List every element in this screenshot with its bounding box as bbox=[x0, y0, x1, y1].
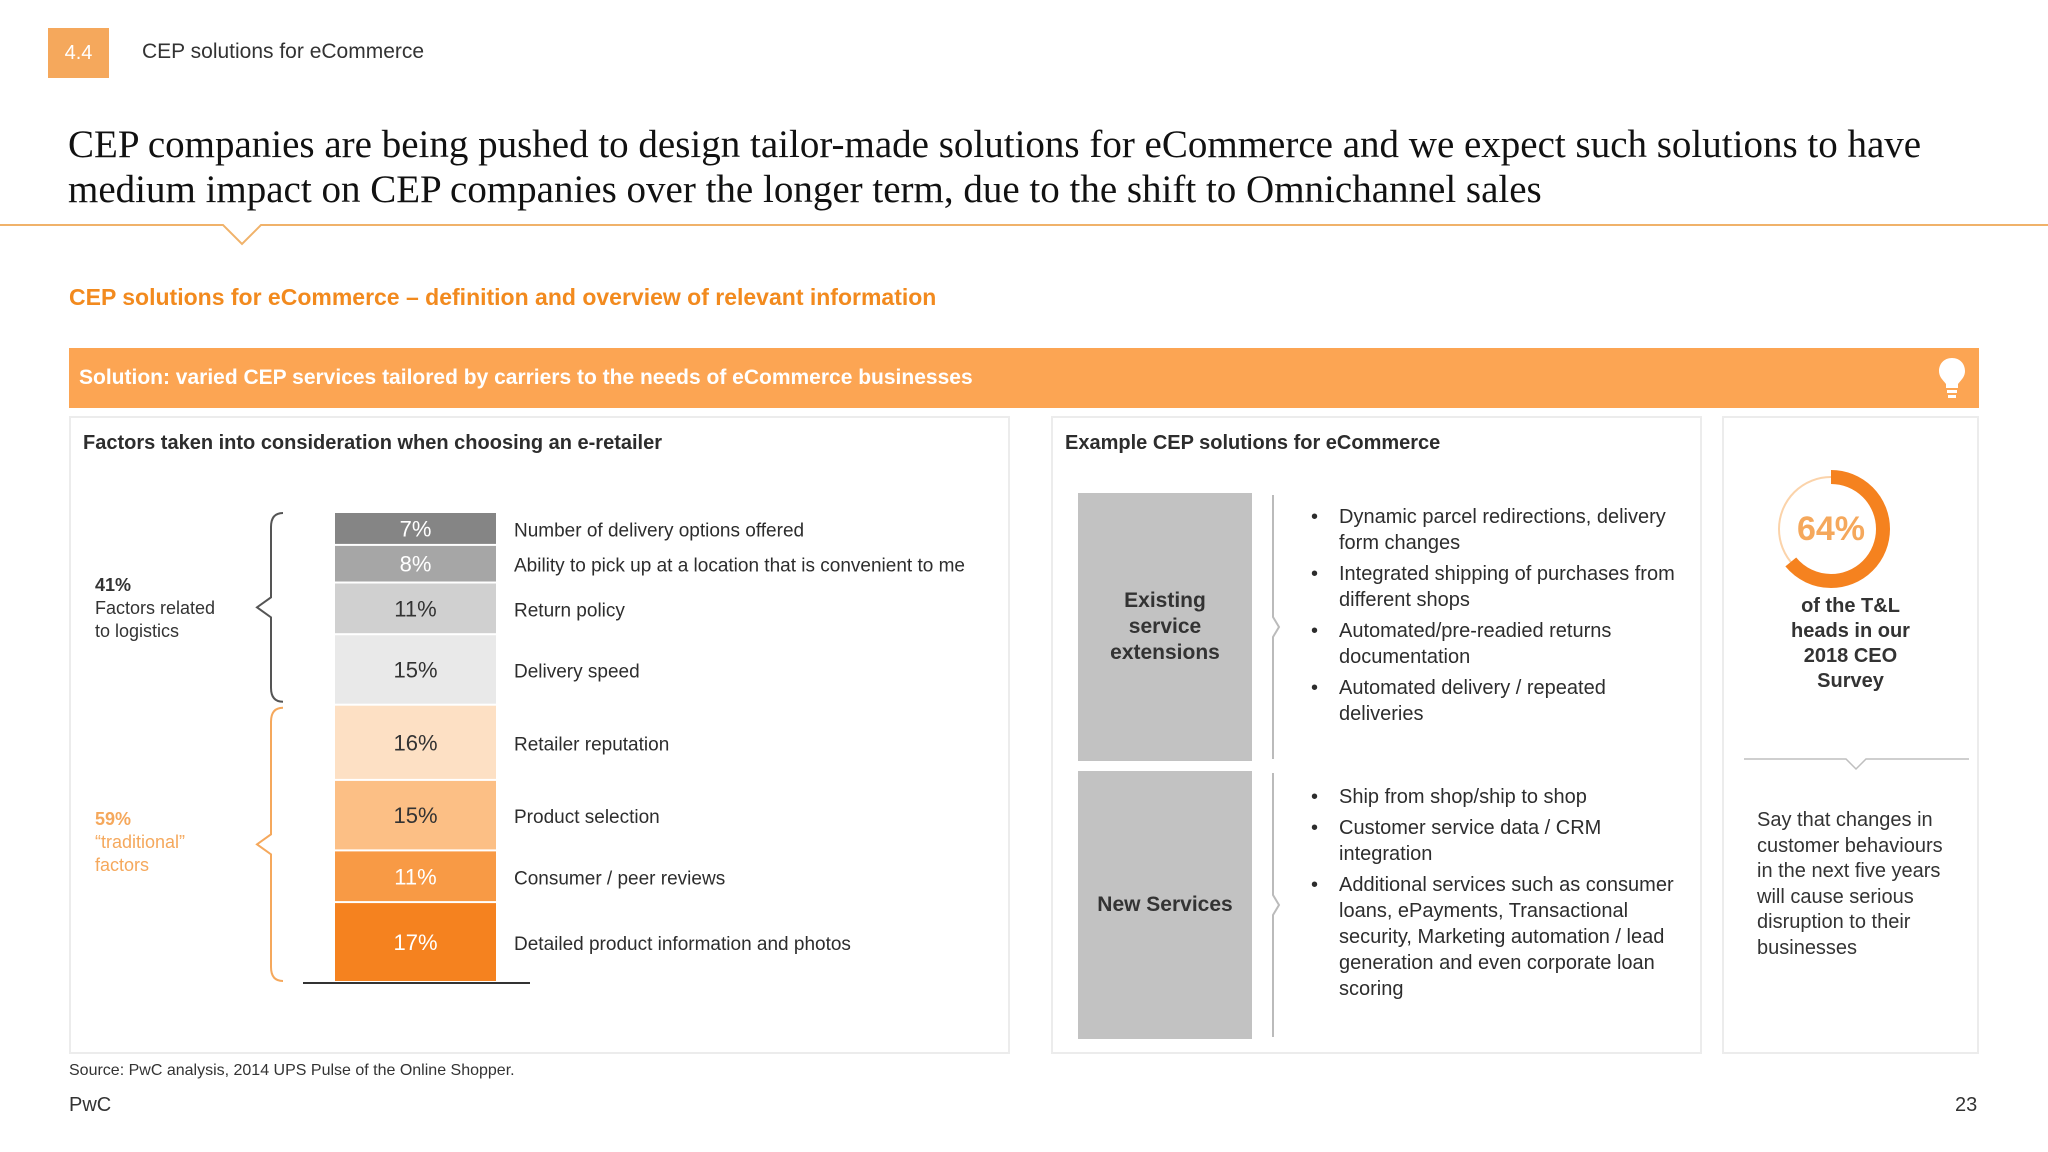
list-item: Additional services such as consumer loa… bbox=[1309, 872, 1689, 1002]
bar-segment-value: 15% bbox=[393, 803, 437, 828]
bar-segment-label: Retailer reputation bbox=[514, 734, 669, 755]
solution-banner-text: Solution: varied CEP services tailored b… bbox=[79, 366, 973, 389]
bar-segment bbox=[335, 851, 496, 902]
bar-segment-value: 11% bbox=[394, 864, 436, 889]
bar-segment-label: Consumer / peer reviews bbox=[514, 868, 725, 889]
bar-segment-label: Number of delivery options offered bbox=[514, 520, 804, 541]
survey-divider bbox=[1744, 758, 1969, 771]
bar-segment-label: Detailed product information and photos bbox=[514, 934, 851, 955]
bar-segment-value: 16% bbox=[393, 730, 437, 755]
list-item: Automated delivery / repeated deliveries bbox=[1309, 675, 1689, 727]
factors-panel-title: Factors taken into consideration when ch… bbox=[83, 432, 663, 454]
bar-segment-label: Return policy bbox=[514, 600, 625, 621]
bar-segment bbox=[335, 635, 496, 704]
category-name: Existing service extensions bbox=[1110, 589, 1220, 664]
percent-ring-chart bbox=[1772, 470, 1890, 588]
logistics-brace-icon bbox=[255, 512, 284, 703]
bar-segment-value: 17% bbox=[393, 930, 437, 955]
bar-segment bbox=[335, 513, 496, 544]
survey-panel: 64% of the T&L heads in our 2018 CEO Sur… bbox=[1722, 416, 1979, 1054]
examples-panel: Example CEP solutions for eCommerce Exis… bbox=[1051, 416, 1702, 1054]
factors-panel: Factors taken into consideration when ch… bbox=[69, 416, 1010, 1054]
bar-segment-label: Product selection bbox=[514, 807, 660, 828]
list-item: Customer service data / CRM integration bbox=[1309, 815, 1689, 867]
bar-segment bbox=[335, 705, 496, 779]
traditional-group-text: “traditional” factors bbox=[95, 832, 186, 875]
category-new-services: New Services bbox=[1078, 771, 1252, 1039]
survey-label: of the T&L heads in our 2018 CEO Survey bbox=[1791, 595, 1910, 692]
bar-segment bbox=[335, 903, 496, 981]
headline-divider bbox=[0, 224, 2048, 226]
category-existing-service-extensions: Existing service extensions bbox=[1078, 493, 1252, 761]
logistics-group-text: Factors related to logistics bbox=[95, 598, 216, 641]
section-subtitle: CEP solutions for eCommerce – definition… bbox=[69, 284, 937, 310]
divider-notch-icon bbox=[222, 224, 262, 246]
section-number-badge: 4.4 bbox=[48, 28, 109, 78]
section-title: CEP solutions for eCommerce bbox=[142, 40, 425, 63]
solution-banner: Solution: varied CEP services tailored b… bbox=[69, 348, 1979, 408]
page-headline: CEP companies are being pushed to design… bbox=[68, 123, 1922, 211]
list-item: Automated/pre-readied returns documentat… bbox=[1309, 618, 1689, 670]
bar-segment-value: 7% bbox=[400, 516, 432, 541]
bar-segment-label: Delivery speed bbox=[514, 661, 640, 682]
bar-segment-value: 15% bbox=[393, 657, 437, 682]
page-number: 23 bbox=[1955, 1094, 1978, 1116]
list-item: Integrated shipping of purchases from di… bbox=[1309, 561, 1689, 613]
bar-segment-label: Ability to pick up at a location that is… bbox=[514, 556, 965, 577]
survey-percent: 64% bbox=[1796, 510, 1866, 548]
ring-progress-arc bbox=[1772, 470, 1890, 588]
footer-brand: PwC bbox=[69, 1094, 112, 1116]
list-item: Ship from shop/ship to shop bbox=[1309, 784, 1689, 810]
brace-icon bbox=[1272, 495, 1281, 759]
lightbulb-icon bbox=[1939, 358, 1965, 398]
brace-icon bbox=[1272, 773, 1281, 1037]
source-note: Source: PwC analysis, 2014 UPS Pulse of … bbox=[69, 1062, 515, 1079]
bar-segment bbox=[335, 545, 496, 582]
traditional-group-pct: 59% bbox=[95, 809, 132, 829]
logistics-group-pct: 41% bbox=[95, 575, 132, 595]
survey-statement: Say that changes in customer behaviours … bbox=[1757, 809, 1943, 959]
examples-panel-title: Example CEP solutions for eCommerce bbox=[1065, 432, 1441, 454]
existing-services-list: Dynamic parcel redirections, delivery fo… bbox=[1309, 504, 1689, 732]
list-item: Dynamic parcel redirections, delivery fo… bbox=[1309, 504, 1689, 556]
category-name: New Services bbox=[1097, 893, 1233, 916]
traditional-group-label: 59% “traditional” factors bbox=[95, 808, 215, 877]
bar-segment bbox=[335, 780, 496, 850]
bar-segment bbox=[335, 583, 496, 634]
traditional-brace-icon bbox=[255, 706, 284, 982]
bar-segment-value: 8% bbox=[400, 552, 432, 577]
factors-stacked-bar-chart: 7% Number of delivery options offered 8% Ab… bbox=[255, 512, 965, 984]
bar-segment-value: 11% bbox=[394, 596, 436, 621]
logistics-group-label: 41% Factors related to logistics bbox=[95, 574, 235, 643]
new-services-list: Ship from shop/ship to shop Customer ser… bbox=[1309, 784, 1689, 1007]
